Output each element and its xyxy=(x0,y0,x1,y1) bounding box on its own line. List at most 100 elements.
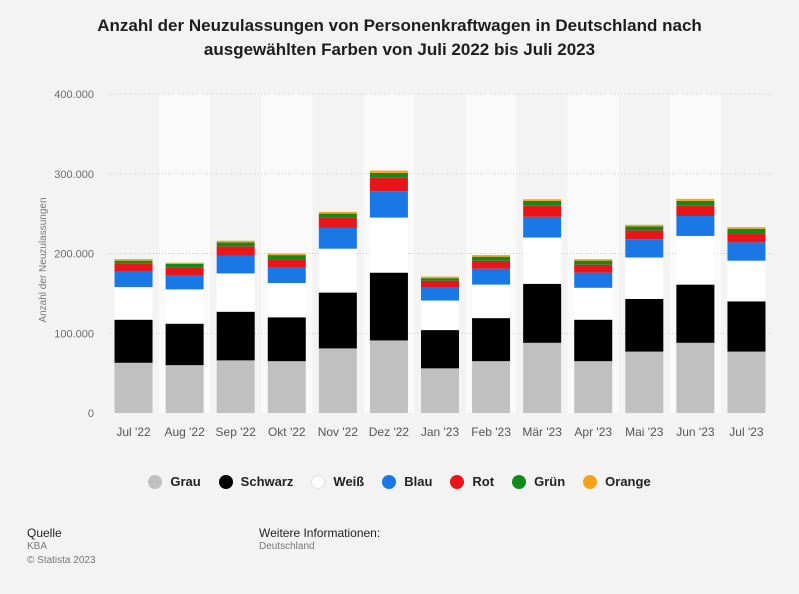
bar-segment[interactable] xyxy=(727,351,766,413)
bar-segment[interactable] xyxy=(727,228,766,234)
bar-segment[interactable] xyxy=(216,242,255,247)
bar-segment[interactable] xyxy=(216,311,255,361)
bar-stack[interactable] xyxy=(421,276,459,413)
bar-stack[interactable] xyxy=(676,198,715,413)
bar-segment[interactable] xyxy=(114,362,153,413)
bar-segment[interactable] xyxy=(625,230,664,240)
bar-segment[interactable] xyxy=(472,268,511,285)
bar-segment[interactable] xyxy=(676,235,715,285)
bar-segment[interactable] xyxy=(369,340,408,413)
bar-segment[interactable] xyxy=(676,284,715,343)
bar-segment[interactable] xyxy=(165,275,204,290)
bar-segment[interactable] xyxy=(727,227,766,229)
bar-segment[interactable] xyxy=(165,267,204,276)
bar-segment[interactable] xyxy=(676,200,715,206)
bar-segment[interactable] xyxy=(523,200,562,206)
bar-stack[interactable] xyxy=(267,253,306,414)
bar-segment[interactable] xyxy=(216,246,255,256)
bar-segment[interactable] xyxy=(625,351,664,413)
bar-segment[interactable] xyxy=(676,205,715,217)
bar-segment[interactable] xyxy=(574,272,613,288)
bar-segment[interactable] xyxy=(369,191,408,218)
bar-segment[interactable] xyxy=(318,227,357,249)
bar-segment[interactable] xyxy=(318,213,357,218)
bar-segment[interactable] xyxy=(369,172,408,178)
bar-segment[interactable] xyxy=(421,300,459,331)
bar-segment[interactable] xyxy=(267,283,306,318)
copyright[interactable]: © Statista 2023 xyxy=(27,555,96,566)
bar-segment[interactable] xyxy=(318,292,357,349)
bar-segment[interactable] xyxy=(369,217,408,273)
bar-segment[interactable] xyxy=(523,237,562,284)
bar-stack[interactable] xyxy=(165,262,204,413)
bar-segment[interactable] xyxy=(676,198,715,201)
bar-stack[interactable] xyxy=(625,224,664,413)
bar-segment[interactable] xyxy=(523,216,562,238)
bar-segment[interactable] xyxy=(369,272,408,341)
bar-segment[interactable] xyxy=(165,262,204,264)
bar-segment[interactable] xyxy=(216,255,255,274)
bar-segment[interactable] xyxy=(574,259,613,261)
bar-segment[interactable] xyxy=(727,260,766,302)
bar-segment[interactable] xyxy=(523,283,562,343)
bar-stack[interactable] xyxy=(369,170,408,413)
bar-segment[interactable] xyxy=(267,259,306,268)
bar-segment[interactable] xyxy=(472,361,511,413)
bar-segment[interactable] xyxy=(472,284,511,319)
bar-segment[interactable] xyxy=(676,216,715,236)
bar-segment[interactable] xyxy=(727,301,766,352)
bar-segment[interactable] xyxy=(574,260,613,265)
bar-stack[interactable] xyxy=(574,259,613,413)
bar-segment[interactable] xyxy=(472,255,511,257)
bar-segment[interactable] xyxy=(625,226,664,231)
bar-segment[interactable] xyxy=(114,263,153,272)
bar-segment[interactable] xyxy=(114,319,153,363)
bar-segment[interactable] xyxy=(165,263,204,268)
bar-segment[interactable] xyxy=(574,361,613,413)
bar-segment[interactable] xyxy=(318,348,357,413)
bar-stack[interactable] xyxy=(727,227,766,413)
bar-segment[interactable] xyxy=(523,199,562,201)
bar-segment[interactable] xyxy=(114,286,153,320)
bar-segment[interactable] xyxy=(267,253,306,256)
legend-item[interactable]: Schwarz xyxy=(218,474,293,489)
bar-segment[interactable] xyxy=(472,260,511,269)
bar-segment[interactable] xyxy=(267,255,306,260)
bar-segment[interactable] xyxy=(267,317,306,362)
bar-segment[interactable] xyxy=(267,361,306,413)
bar-segment[interactable] xyxy=(421,286,459,301)
bar-segment[interactable] xyxy=(318,248,357,293)
bar-segment[interactable] xyxy=(421,330,459,369)
bar-segment[interactable] xyxy=(165,323,204,366)
bar-stack[interactable] xyxy=(523,199,562,413)
bar-segment[interactable] xyxy=(727,242,766,261)
legend-item[interactable]: Grün xyxy=(512,474,565,489)
bar-segment[interactable] xyxy=(523,205,562,217)
bar-stack[interactable] xyxy=(216,240,255,413)
bar-segment[interactable] xyxy=(165,365,204,413)
bar-segment[interactable] xyxy=(676,342,715,413)
legend-item[interactable]: Blau xyxy=(382,474,432,489)
bar-segment[interactable] xyxy=(625,257,664,299)
bar-segment[interactable] xyxy=(625,298,664,352)
bar-segment[interactable] xyxy=(421,280,459,287)
bar-segment[interactable] xyxy=(472,256,511,261)
bar-segment[interactable] xyxy=(216,273,255,312)
bar-segment[interactable] xyxy=(523,342,562,413)
bar-segment[interactable] xyxy=(574,319,613,362)
legend-item[interactable]: Rot xyxy=(450,474,494,489)
legend-item[interactable]: Orange xyxy=(583,474,651,489)
bar-segment[interactable] xyxy=(625,224,664,227)
bar-segment[interactable] xyxy=(216,240,255,243)
bar-segment[interactable] xyxy=(625,239,664,258)
bar-stack[interactable] xyxy=(114,259,153,413)
bar-segment[interactable] xyxy=(472,318,511,362)
bar-segment[interactable] xyxy=(114,271,153,287)
bar-segment[interactable] xyxy=(267,267,306,284)
bar-segment[interactable] xyxy=(165,289,204,324)
bar-segment[interactable] xyxy=(574,287,613,320)
bar-segment[interactable] xyxy=(216,360,255,413)
bar-segment[interactable] xyxy=(421,368,459,413)
bar-segment[interactable] xyxy=(114,259,153,261)
bar-segment[interactable] xyxy=(574,264,613,273)
